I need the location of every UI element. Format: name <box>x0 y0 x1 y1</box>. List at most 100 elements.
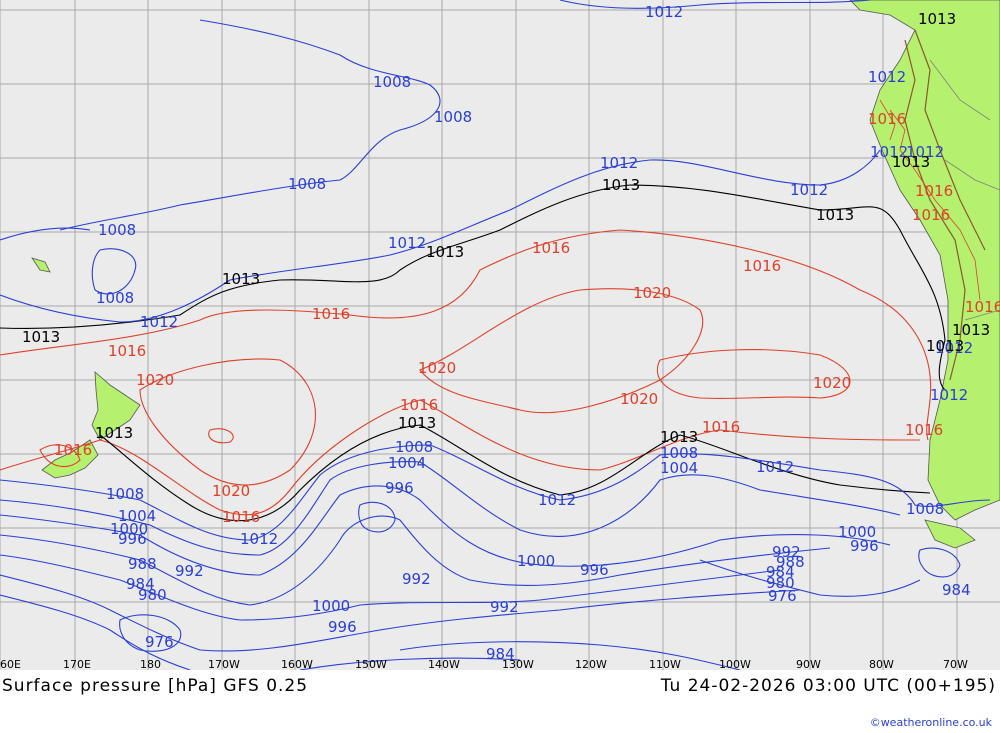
footer-bar <box>0 670 1000 733</box>
andes-peaks <box>879 99 981 301</box>
isobar-label: 1013 <box>22 328 60 346</box>
isobar-label: 992 <box>772 543 801 561</box>
longitude-label: 170E <box>63 658 91 670</box>
isobar-label: 1013 <box>602 176 640 194</box>
isobar-labels-1013: 1013 1013 1013 1013 1013 1013 1013 1013 … <box>22 10 990 446</box>
isobar-label: 1008 <box>395 438 433 456</box>
isobar-label: 1020 <box>418 359 456 377</box>
isobar-label: 1013 <box>222 270 260 288</box>
isobar-label: 1008 <box>373 73 411 91</box>
isobar-label: 1016 <box>743 257 781 275</box>
longitude-labels: 60E 170E 180 170W 160W 150W 140W 130W 12… <box>0 658 968 670</box>
isobar-label: 1012 <box>240 530 278 548</box>
isobar-label: 1013 <box>918 10 956 28</box>
longitude-label: 150W <box>355 658 387 670</box>
isobar-label: 1013 <box>952 321 990 339</box>
isobar-label: 1012 <box>538 491 576 509</box>
isobar-label: 1012 <box>140 313 178 331</box>
isobar-label: 1013 <box>816 206 854 224</box>
isobar-label: 988 <box>128 555 157 573</box>
isobar-label: 1016 <box>912 206 950 224</box>
longitude-label: 120W <box>575 658 607 670</box>
map-title: Surface pressure [hPa] GFS 0.25 <box>2 676 309 696</box>
longitude-label: 70W <box>943 658 968 670</box>
andes-terrain <box>904 29 986 381</box>
isobar-label: 988 <box>776 553 805 571</box>
isobar-label: 1013 <box>660 428 698 446</box>
longitude-label: 140W <box>428 658 460 670</box>
isobar-label: 1004 <box>660 459 698 477</box>
borders <box>929 59 1000 321</box>
isobar-label: 996 <box>580 561 609 579</box>
isobar-label: 1012 <box>388 234 426 252</box>
isobar-label: 1012 <box>906 143 944 161</box>
isobar-label: 1012 <box>870 143 908 161</box>
isobar-label: 976 <box>768 587 797 605</box>
isobar-label: 1008 <box>906 500 944 518</box>
isobar-label: 1016 <box>54 441 92 459</box>
isobar-label: 1016 <box>905 421 943 439</box>
fiji-island <box>31 257 51 273</box>
isobar-label: 1016 <box>312 305 350 323</box>
isobar-label: 996 <box>328 618 357 636</box>
isobar-label: 1013 <box>95 424 133 442</box>
isobar-label: 984 <box>942 581 971 599</box>
isobar-label: 1016 <box>222 508 260 526</box>
isobar-label: 1000 <box>110 520 148 538</box>
isobar-label: 992 <box>175 562 204 580</box>
isobar-label: 1004 <box>388 454 426 472</box>
isobar-label: 996 <box>118 530 147 548</box>
isobar-label: 1013 <box>426 243 464 261</box>
isobar-label: 996 <box>385 479 414 497</box>
isobar-label: 1012 <box>930 386 968 404</box>
isobar-label: 1013 <box>398 414 436 432</box>
longitude-label: 60E <box>0 658 21 670</box>
isobar-label: 1008 <box>96 289 134 307</box>
isobar-label: 1012 <box>868 68 906 86</box>
isobar-label: 992 <box>402 570 431 588</box>
isobar-label: 1020 <box>136 371 174 389</box>
map-canvas: 1012 1008 1008 1008 1008 1008 1012 1012 … <box>0 0 1000 670</box>
isobar-label: 1008 <box>434 108 472 126</box>
land <box>31 0 1000 549</box>
isobars-low <box>0 0 991 670</box>
isobar-label: 1012 <box>935 339 973 357</box>
isobar-label: 1000 <box>838 523 876 541</box>
isobar-label: 1000 <box>517 552 555 570</box>
isobar-label: 1013 <box>892 153 930 171</box>
isobar-label: 1008 <box>288 175 326 193</box>
isobar-label: 1020 <box>212 482 250 500</box>
isobar-label: 1020 <box>620 390 658 408</box>
longitude-label: 80W <box>869 658 894 670</box>
isobar-label: 996 <box>850 537 879 555</box>
longitude-label: 160W <box>281 658 313 670</box>
longitude-label: 100W <box>719 658 751 670</box>
south-america <box>849 0 1000 521</box>
valid-time: Tu 24-02-2026 03:00 UTC (00+195) <box>660 676 996 696</box>
isobar-label: 1012 <box>756 458 794 476</box>
longitude-label: 130W <box>502 658 534 670</box>
credit-link[interactable]: ©weatheronline.co.uk <box>869 716 992 729</box>
isobar-label: 1008 <box>98 221 136 239</box>
tierra-del-fuego <box>924 519 976 549</box>
isobar-label: 1004 <box>118 507 156 525</box>
isobar-label: 1016 <box>915 182 953 200</box>
longitude-label: 110W <box>649 658 681 670</box>
isobar-label: 1012 <box>600 154 638 172</box>
isobar-label: 976 <box>145 633 174 651</box>
new-zealand-south <box>41 439 99 479</box>
isobar-label: 1016 <box>868 110 906 128</box>
new-zealand-north <box>91 371 141 441</box>
isobar-label: 1016 <box>702 418 740 436</box>
isobar-label: 980 <box>138 586 167 604</box>
isobar-label: 980 <box>766 574 795 592</box>
longitude-label: 90W <box>796 658 821 670</box>
isobar-label: 1008 <box>106 485 144 503</box>
isobar-label: 1020 <box>813 374 851 392</box>
isobars-1013 <box>0 184 946 522</box>
isobar-label: 1016 <box>108 342 146 360</box>
isobar-label: 1016 <box>532 239 570 257</box>
isobar-label: 1013 <box>926 337 964 355</box>
isobar-labels-low: 1012 1008 1008 1008 1008 1008 1012 1012 … <box>96 3 973 663</box>
isobar-label: 1012 <box>645 3 683 21</box>
